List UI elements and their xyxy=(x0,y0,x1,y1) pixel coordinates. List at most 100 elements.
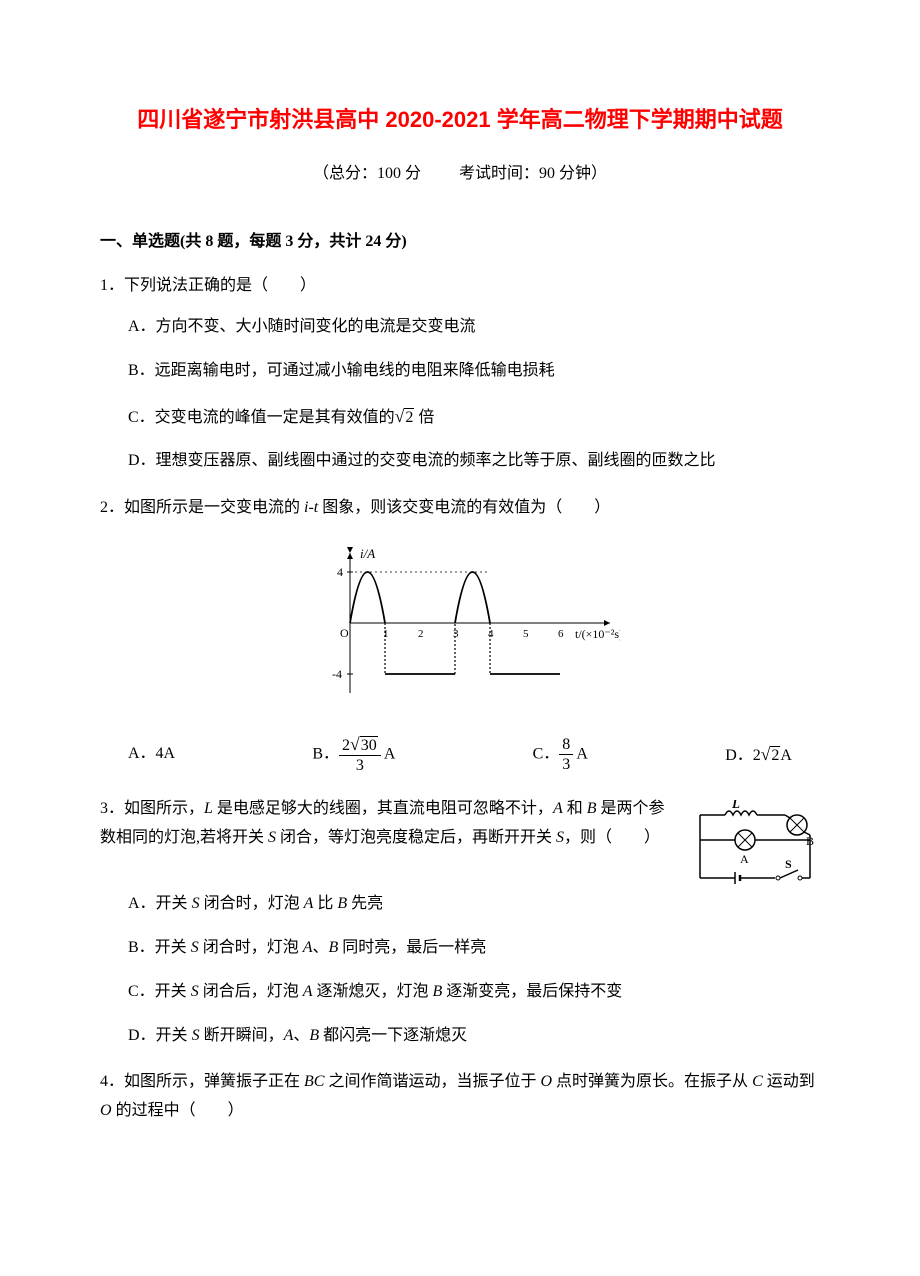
q4O2: O xyxy=(100,1102,112,1119)
q3aA: A xyxy=(304,895,314,912)
q3dB: B xyxy=(309,1027,319,1044)
q3a3: 比 xyxy=(313,895,337,912)
q2c-post: A xyxy=(573,745,588,762)
cnq: 8 xyxy=(559,735,573,755)
q3-option-d: D．开关 S 断开瞬间，A、B 都闪亮一下逐渐熄灭 xyxy=(100,1022,820,1051)
svg-text:2: 2 xyxy=(418,628,424,640)
q3a1: A．开关 xyxy=(128,895,192,912)
q2-post: 图象，则该交变电流的有效值为（ ） xyxy=(318,499,610,516)
q4s2: 之间作简谐运动，当振子位于 xyxy=(324,1073,540,1090)
q3aB: B xyxy=(337,895,347,912)
frac-b: 2303 xyxy=(339,734,381,775)
q2a: A．4A xyxy=(128,745,175,762)
q3aS: S xyxy=(192,895,200,912)
q3S: S xyxy=(268,829,276,846)
cdq: 3 xyxy=(559,755,573,774)
svg-text:S: S xyxy=(785,857,792,871)
svg-text:5: 5 xyxy=(523,628,529,640)
q3b4: 同时亮，最后一样亮 xyxy=(338,939,486,956)
exam-subtitle: （总分：100 分 考试时间：90 分钟） xyxy=(100,160,820,189)
q3bS: S xyxy=(191,939,199,956)
q2-option-b: B．2303 A xyxy=(312,734,395,775)
q3a4: 先亮 xyxy=(347,895,383,912)
exam-title: 四川省遂宁市射洪县高中 2020-2021 学年高二物理下学期期中试题 xyxy=(100,100,820,140)
q2-options: A．4A B．2303 A C．83 A D．22A xyxy=(100,734,820,775)
question-4: 4．如图所示，弹簧振子正在 BC 之间作简谐运动，当振子位于 O 点时弹簧为原长… xyxy=(100,1068,820,1126)
q3c3: 逐渐熄灭，灯泡 xyxy=(312,983,432,1000)
q2-chart: i/A t/(×10⁻²s) 4 -4 1 2 3 4 5 6 O xyxy=(100,538,820,719)
q1-option-a: A．方向不变、大小随时间变化的电流是交变电流 xyxy=(100,313,820,342)
svg-text:O: O xyxy=(340,626,349,640)
q4C: C xyxy=(752,1073,763,1090)
q2-mid: i-t xyxy=(304,499,318,516)
q2d-post: A xyxy=(780,747,792,764)
svg-text:3: 3 xyxy=(453,628,459,640)
question-2: 2．如图所示是一交变电流的 i-t 图象，则该交变电流的有效值为（ ） i/A … xyxy=(100,494,820,775)
q3b3: 、 xyxy=(312,939,328,956)
q2b-pre: B． xyxy=(312,745,339,762)
q3bB: B xyxy=(329,939,339,956)
circuit-diagram: B A S L xyxy=(690,800,820,890)
q3s1: 3．如图所示， xyxy=(100,800,204,817)
q2-pre: 2．如图所示是一交变电流的 xyxy=(100,499,304,516)
question-1: 1．下列说法正确的是（ ） A．方向不变、大小随时间变化的电流是交变电流 B．远… xyxy=(100,272,820,476)
q3cS: S xyxy=(191,983,199,1000)
q1c-post: 倍 xyxy=(414,409,434,426)
q3b1: B．开关 xyxy=(128,939,191,956)
q4s5: 的过程中（ ） xyxy=(112,1102,244,1119)
q3dS: S xyxy=(192,1027,200,1044)
q3c2: 闭合后，灯泡 xyxy=(199,983,303,1000)
svg-text:A: A xyxy=(740,852,749,866)
sqrt-2: 2 xyxy=(395,401,415,433)
q3-stem: 3．如图所示，L 是电感足够大的线圈，其直流电阻可忽略不计，A 和 B 是两个参… xyxy=(100,795,680,853)
q3-option-b: B．开关 S 闭合时，灯泡 A、B 同时亮，最后一样亮 xyxy=(100,934,820,963)
q3-option-a: A．开关 S 闭合时，灯泡 A 比 B 先亮 xyxy=(100,890,820,919)
y-label: i/A xyxy=(360,546,375,561)
q2-option-d: D．22A xyxy=(725,739,792,771)
q4-stem: 4．如图所示，弹簧振子正在 BC 之间作简谐运动，当振子位于 O 点时弹簧为原长… xyxy=(100,1068,820,1126)
q1c-pre: C．交变电流的峰值一定是其有效值的 xyxy=(128,409,395,426)
q1-option-d: D．理想变压器原、副线圈中通过的交变电流的频率之比等于原、副线圈的匝数之比 xyxy=(100,447,820,476)
svg-text:4: 4 xyxy=(488,628,494,640)
q3d3: 、 xyxy=(293,1027,309,1044)
q3S2: S xyxy=(556,829,564,846)
q3dA: A xyxy=(284,1027,294,1044)
q2d-pre: D． xyxy=(725,747,753,764)
svg-text:6: 6 xyxy=(558,628,564,640)
svg-text:1: 1 xyxy=(383,628,389,640)
q3c4: 逐渐变亮，最后保持不变 xyxy=(442,983,622,1000)
q3s6: ，则（ ） xyxy=(564,829,660,846)
x-label: t/(×10⁻²s) xyxy=(575,627,620,641)
total-score: （总分：100 分 xyxy=(313,165,421,182)
q3c1: C．开关 xyxy=(128,983,191,1000)
q3b2: 闭合时，灯泡 xyxy=(199,939,303,956)
q3s3: 和 xyxy=(563,800,587,817)
question-3: 3．如图所示，L 是电感足够大的线圈，其直流电阻可忽略不计，A 和 B 是两个参… xyxy=(100,795,820,1050)
section-1-heading: 一、单选题(共 8 题，每题 3 分，共计 24 分) xyxy=(100,228,820,257)
q3s2: 是电感足够大的线圈，其直流电阻可忽略不计， xyxy=(213,800,553,817)
q3B: B xyxy=(587,800,597,817)
q4s1: 4．如图所示，弹簧振子正在 xyxy=(100,1073,304,1090)
q2-option-a: A．4A xyxy=(128,740,175,769)
q3cB: B xyxy=(433,983,443,1000)
frac-c: 83 xyxy=(559,735,573,774)
q4O1: O xyxy=(540,1073,552,1090)
svg-text:L: L xyxy=(731,800,740,811)
q3-option-c: C．开关 S 闭合后，灯泡 A 逐渐熄灭，灯泡 B 逐渐变亮，最后保持不变 xyxy=(100,978,820,1007)
q2b-post: A xyxy=(381,745,396,762)
q3d2: 断开瞬间， xyxy=(200,1027,284,1044)
q1-stem: 1．下列说法正确的是（ ） xyxy=(100,272,820,301)
q1-option-c: C．交变电流的峰值一定是其有效值的2 倍 xyxy=(100,401,820,433)
exam-duration: 考试时间：90 分钟） xyxy=(459,165,607,182)
q1-option-b: B．远距离输电时，可通过减小输电线的电阻来降低输电损耗 xyxy=(100,357,820,386)
q3d4: 都闪亮一下逐渐熄灭 xyxy=(319,1027,467,1044)
q3a2: 闭合时，灯泡 xyxy=(200,895,304,912)
current-graph: i/A t/(×10⁻²s) 4 -4 1 2 3 4 5 6 O xyxy=(300,538,620,708)
q4s3: 点时弹簧为原长。在振子从 xyxy=(552,1073,752,1090)
q3d1: D．开关 xyxy=(128,1027,192,1044)
q3L: L xyxy=(204,800,213,817)
q2-stem: 2．如图所示是一交变电流的 i-t 图象，则该交变电流的有效值为（ ） xyxy=(100,494,820,523)
q4s4: 运动到 xyxy=(763,1073,815,1090)
sqrt-d: 2 xyxy=(761,739,781,771)
q4BC: BC xyxy=(304,1073,324,1090)
